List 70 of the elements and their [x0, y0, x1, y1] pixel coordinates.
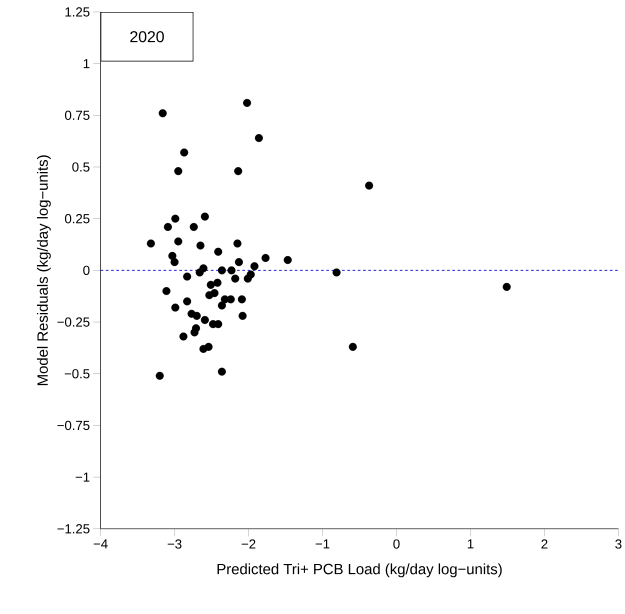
- point: [190, 328, 199, 336]
- y-tick-label: 1.25: [65, 7, 90, 16]
- point: [162, 286, 170, 295]
- point: [171, 214, 180, 222]
- y-tick-label: −0.25: [57, 317, 90, 326]
- point: [206, 280, 215, 289]
- x-tick-label: −4: [94, 539, 108, 548]
- point: [190, 222, 198, 231]
- point: [192, 312, 201, 320]
- point: [348, 342, 357, 351]
- point: [168, 252, 176, 260]
- point: [365, 181, 374, 190]
- point: [156, 372, 164, 380]
- x-tick-label: 3: [615, 539, 622, 548]
- point: [146, 239, 155, 248]
- y-tick-label: −1: [76, 472, 90, 482]
- point: [243, 98, 252, 107]
- y-tick-label: 0.5: [72, 162, 90, 172]
- point: [262, 254, 270, 262]
- x-tick-label: −3: [168, 539, 182, 548]
- point: [234, 258, 243, 266]
- point: [234, 166, 242, 175]
- point: [183, 272, 192, 280]
- point: [250, 262, 258, 270]
- y-tick-label: −0.5: [64, 368, 90, 378]
- point: [174, 237, 182, 246]
- point: [180, 148, 188, 156]
- point: [332, 268, 341, 276]
- y-tick-label: 0.75: [64, 110, 90, 120]
- point: [233, 239, 242, 248]
- x-axis-title: Predicted Tri+ PCB Load (kg/day log−units): [218, 563, 502, 578]
- text: 2020: [130, 30, 164, 42]
- x-tick-label: 0: [393, 539, 400, 548]
- point: [196, 241, 204, 250]
- point: [244, 274, 252, 282]
- point: [164, 222, 172, 231]
- point: [284, 256, 292, 264]
- point: [158, 109, 167, 118]
- point: [218, 266, 226, 274]
- point: [214, 248, 222, 256]
- y-tick-label: 0: [83, 266, 90, 275]
- point: [238, 312, 247, 320]
- y-axis-title: Model Residuals (kg/day log−units): [36, 155, 51, 385]
- point: [238, 295, 246, 304]
- point: [179, 332, 188, 340]
- x-tick-label: −1: [316, 539, 330, 548]
- y-tick-label: 0.25: [64, 214, 90, 224]
- point: [174, 166, 182, 175]
- point: [205, 290, 214, 299]
- x-tick-label: −2: [242, 539, 256, 548]
- point: [213, 278, 222, 287]
- point: [199, 344, 208, 353]
- point: [170, 258, 179, 266]
- x-tick-label: 1: [468, 539, 474, 548]
- point: [200, 212, 209, 220]
- point: [218, 301, 226, 310]
- x-tick-label: 2: [541, 539, 548, 548]
- point: [226, 295, 235, 304]
- point: [200, 316, 209, 324]
- point: [231, 274, 240, 282]
- point: [502, 282, 511, 291]
- y-tick-label: −1.25: [57, 524, 90, 534]
- point: [196, 268, 204, 276]
- y-tick-label: 1: [84, 58, 90, 68]
- point: [218, 367, 226, 376]
- point: [228, 266, 236, 274]
- point: [254, 134, 263, 142]
- y-tick-label: −0.75: [57, 420, 90, 430]
- point: [171, 303, 180, 312]
- point: [183, 297, 192, 306]
